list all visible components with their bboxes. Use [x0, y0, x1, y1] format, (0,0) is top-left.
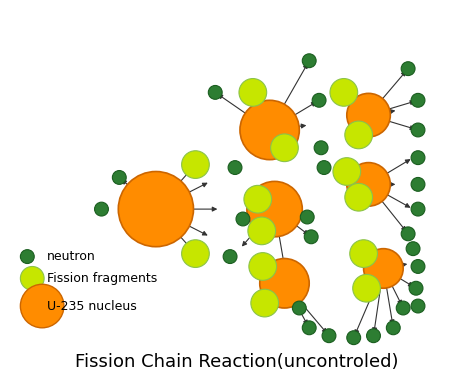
Circle shape: [401, 227, 415, 241]
Circle shape: [182, 151, 210, 178]
Circle shape: [347, 93, 390, 137]
Circle shape: [401, 62, 415, 76]
Text: neutron: neutron: [47, 250, 96, 263]
Circle shape: [345, 183, 373, 211]
Circle shape: [411, 123, 425, 137]
Circle shape: [95, 202, 109, 216]
Circle shape: [20, 250, 34, 264]
Circle shape: [20, 284, 64, 328]
Circle shape: [236, 212, 250, 226]
Circle shape: [249, 253, 276, 280]
Circle shape: [411, 151, 425, 165]
Circle shape: [251, 289, 279, 317]
Circle shape: [240, 100, 299, 160]
Circle shape: [347, 163, 390, 206]
Circle shape: [292, 301, 306, 315]
Circle shape: [182, 240, 210, 267]
Circle shape: [239, 78, 267, 106]
Circle shape: [247, 182, 302, 237]
Circle shape: [386, 321, 400, 335]
Circle shape: [271, 134, 298, 162]
Circle shape: [411, 299, 425, 313]
Circle shape: [333, 158, 361, 185]
Circle shape: [366, 329, 381, 343]
Text: Fission fragments: Fission fragments: [47, 272, 157, 285]
Circle shape: [244, 185, 272, 213]
Circle shape: [353, 274, 381, 302]
Circle shape: [228, 160, 242, 174]
Circle shape: [260, 258, 309, 308]
Circle shape: [409, 281, 423, 295]
Circle shape: [396, 301, 410, 315]
Circle shape: [112, 171, 126, 184]
Text: Fission Chain Reaction(uncontroled): Fission Chain Reaction(uncontroled): [75, 353, 399, 371]
Circle shape: [317, 160, 331, 174]
Circle shape: [248, 217, 275, 245]
Circle shape: [302, 321, 316, 335]
Text: U-235 nucleus: U-235 nucleus: [47, 300, 137, 312]
Circle shape: [347, 331, 361, 345]
Circle shape: [411, 202, 425, 216]
Circle shape: [20, 267, 44, 290]
Circle shape: [314, 141, 328, 155]
Circle shape: [208, 86, 222, 99]
Circle shape: [411, 177, 425, 191]
Circle shape: [223, 250, 237, 264]
Circle shape: [322, 329, 336, 343]
Circle shape: [304, 230, 318, 244]
Circle shape: [330, 78, 358, 106]
Circle shape: [364, 249, 403, 288]
Circle shape: [302, 54, 316, 68]
Circle shape: [411, 260, 425, 273]
Circle shape: [350, 240, 377, 267]
Circle shape: [406, 242, 420, 256]
Circle shape: [411, 93, 425, 107]
Circle shape: [301, 210, 314, 224]
Circle shape: [118, 171, 193, 247]
Circle shape: [345, 121, 373, 149]
Circle shape: [312, 93, 326, 107]
